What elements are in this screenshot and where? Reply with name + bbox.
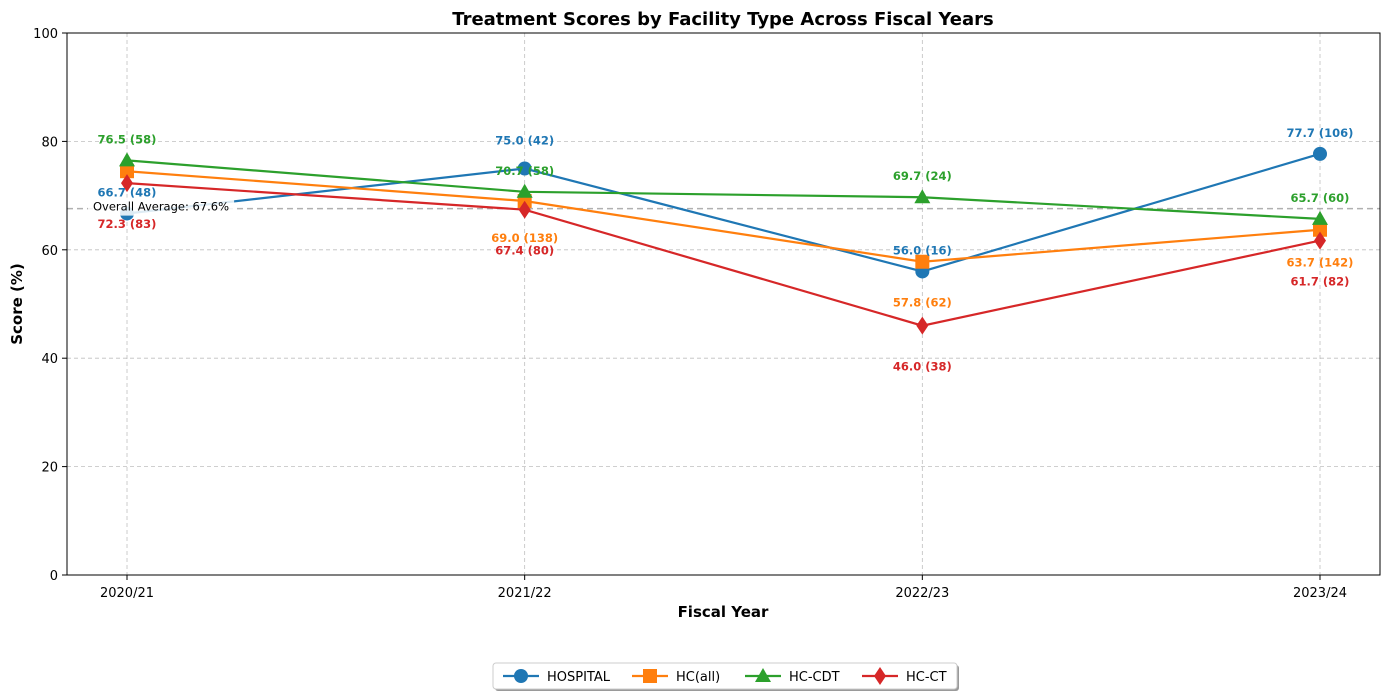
data-label-hospital: 66.7 (48) xyxy=(98,185,157,199)
y-tick-label: 80 xyxy=(41,135,58,150)
overall-average-label: Overall Average: 67.6% xyxy=(93,200,229,214)
legend-label-hc-all: HC(all) xyxy=(676,670,720,685)
y-axis-ticks: 0 20 40 60 80 100 xyxy=(33,27,67,584)
data-label-hc-all: 57.8 (62) xyxy=(893,296,952,310)
legend-marker-hc-all xyxy=(643,669,657,683)
data-label-hc-ct: 46.0 (38) xyxy=(893,360,952,374)
data-point-hc-all xyxy=(915,254,930,269)
data-label-hc-cdt: 70.7 (58) xyxy=(495,164,554,178)
legend-entry-hc-cdt: HC-CDT xyxy=(745,668,840,685)
data-point-hospital xyxy=(517,161,532,176)
data-point-hc-cdt xyxy=(1312,210,1328,225)
data-labels: 66.7 (48) 75.0 (42) 56.0 (16) 77.7 (106) 69.… xyxy=(88,126,1353,374)
y-axis-label: Score (%) xyxy=(8,263,26,345)
data-label-hospital: 77.7 (106) xyxy=(1287,126,1354,140)
series-line-hospital xyxy=(126,152,1321,273)
legend-box xyxy=(492,662,958,690)
y-tick-label: 40 xyxy=(41,352,58,367)
data-label-hospital: 75.0 (42) xyxy=(495,134,554,148)
data-label-hospital: 56.0 (16) xyxy=(893,243,952,257)
series-line-hc-ct xyxy=(126,182,1321,327)
data-point-hc-ct xyxy=(518,200,531,219)
x-tick-label: 2023/24 xyxy=(1293,586,1347,601)
legend-entry-hospital: HOSPITAL xyxy=(503,669,611,685)
legend-label-hc-ct: HC-CT xyxy=(906,670,947,685)
y-tick-label: 60 xyxy=(41,244,58,259)
data-point-hospital xyxy=(1313,146,1327,161)
data-label-hc-ct: 61.7 (82) xyxy=(1291,275,1350,289)
legend-marker-hospital xyxy=(514,669,528,683)
data-label-hc-ct: 72.3 (83) xyxy=(98,217,157,231)
grid xyxy=(67,33,1380,575)
overall-average-label-background xyxy=(88,197,235,216)
data-label-hc-cdt: 69.7 (24) xyxy=(893,169,952,183)
series-hc-ct xyxy=(121,174,1326,335)
legend-marker-hc-cdt xyxy=(755,668,771,682)
series-hc-all xyxy=(120,164,1327,269)
data-label-hc-all: 69.0 (138) xyxy=(491,231,558,245)
data-label-hc-all: 63.7 (142) xyxy=(1287,256,1354,270)
legend-entry-hc-ct: HC-CT xyxy=(862,667,947,685)
series-hc-cdt xyxy=(119,152,1328,225)
x-axis-label: Fiscal Year xyxy=(678,603,769,621)
series-hospital xyxy=(120,146,1327,279)
plot-frame xyxy=(66,32,1381,576)
y-tick-label: 100 xyxy=(33,27,58,42)
x-tick-label: 2022/23 xyxy=(895,586,949,601)
data-label-hc-ct: 67.4 (80) xyxy=(495,244,554,258)
series-group xyxy=(119,146,1328,335)
data-label-hc-cdt: 65.7 (60) xyxy=(1291,191,1350,205)
data-point-hc-ct xyxy=(916,316,929,335)
data-point-hc-all xyxy=(120,164,134,179)
legend-entry-hc-all: HC(all) xyxy=(632,669,720,685)
data-point-hc-cdt xyxy=(119,152,135,167)
series-line-hc-all xyxy=(126,170,1321,263)
data-label-hc-cdt: 76.5 (58) xyxy=(98,132,157,146)
data-point-hc-ct xyxy=(121,174,133,193)
chart-title: Treatment Scores by Facility Type Across… xyxy=(452,9,993,30)
data-point-hc-all xyxy=(1313,222,1327,237)
legend-label-hc-cdt: HC-CDT xyxy=(789,670,840,685)
y-tick-label: 20 xyxy=(41,461,58,476)
legend: HOSPITAL HC(all) HC-CDT HC-CT xyxy=(492,662,959,691)
x-axis-ticks: 2020/21 2021/22 2022/23 2023/24 xyxy=(100,575,1347,601)
series-line-hc-cdt xyxy=(126,159,1321,221)
y-tick-label: 0 xyxy=(50,569,58,584)
legend-label-hospital: HOSPITAL xyxy=(547,670,611,685)
legend-marker-hc-ct xyxy=(874,667,886,685)
data-point-hc-ct xyxy=(1314,231,1326,250)
data-point-hc-cdt xyxy=(516,183,533,198)
x-tick-label: 2020/21 xyxy=(100,586,154,601)
x-tick-label: 2021/22 xyxy=(498,586,552,601)
data-point-hc-cdt xyxy=(914,189,931,204)
